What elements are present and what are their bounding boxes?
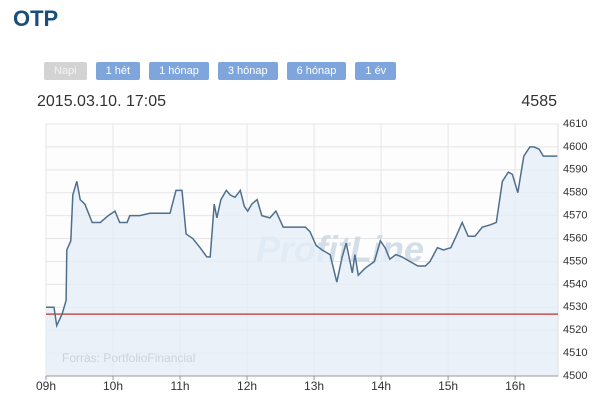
x-tick-label: 13h xyxy=(304,379,324,393)
y-tick-label: 4520 xyxy=(563,324,587,336)
y-tick-label: 4550 xyxy=(563,255,587,267)
x-tick-label: 09h xyxy=(36,379,56,393)
range-button[interactable]: 3 hónap xyxy=(217,62,278,80)
range-button[interactable]: 1 év xyxy=(355,62,397,80)
y-tick-label: 4610 xyxy=(563,118,587,130)
y-tick-label: 4500 xyxy=(563,370,587,382)
y-tick-label: 4560 xyxy=(563,232,587,244)
y-tick-label: 4540 xyxy=(563,278,587,290)
y-tick-label: 4590 xyxy=(563,164,587,176)
y-tick-label: 4600 xyxy=(563,141,587,153)
range-buttons: Napi 1 hét 1 hónap 3 hónap 6 hónap 1 év xyxy=(44,62,397,80)
x-tick-label: 11h xyxy=(170,379,189,393)
x-tick-label: 15h xyxy=(438,379,458,393)
y-tick-label: 4530 xyxy=(563,301,587,313)
y-tick-label: 4570 xyxy=(563,210,587,222)
x-tick-label: 10h xyxy=(103,379,123,393)
range-button[interactable]: 6 hónap xyxy=(286,62,347,80)
x-tick-label: 16h xyxy=(505,379,525,393)
chart-date: 2015.03.10. 17:05 xyxy=(37,93,166,110)
page-title: OTP xyxy=(13,6,59,31)
last-price: 4585 xyxy=(521,93,557,110)
x-tick-label: 12h xyxy=(237,379,257,393)
y-tick-label: 4580 xyxy=(563,187,587,199)
price-line xyxy=(46,146,558,329)
range-button[interactable]: 1 hét xyxy=(95,62,141,80)
x-tick-label: 14h xyxy=(371,379,391,393)
range-button[interactable]: 1 hónap xyxy=(149,62,209,80)
range-button[interactable]: Napi xyxy=(44,62,87,80)
area xyxy=(46,146,558,376)
y-tick-label: 4510 xyxy=(563,347,587,359)
